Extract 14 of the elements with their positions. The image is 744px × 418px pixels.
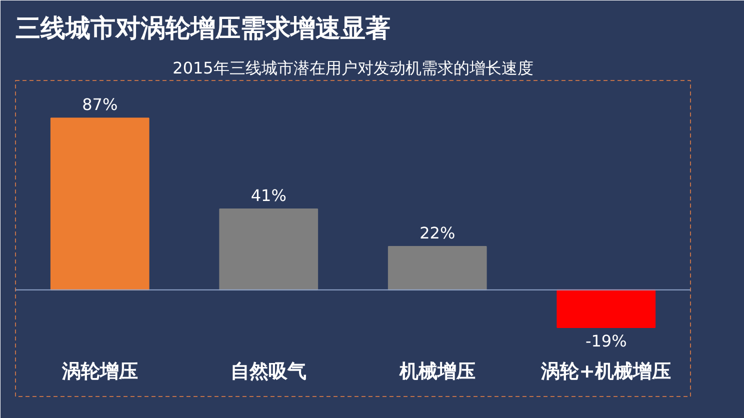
- chart-subtitle: 2015年三线城市潜在用户对发动机需求的增长速度: [172, 58, 534, 78]
- data-label: -19%: [585, 332, 627, 351]
- x-tick-label: 涡轮增压: [60, 360, 138, 382]
- data-label: 87%: [82, 94, 118, 114]
- bar: [556, 289, 656, 328]
- x-tick-label: 自然吸气: [230, 360, 307, 382]
- bar: [388, 246, 487, 290]
- x-tick-label: 机械增压: [398, 360, 476, 382]
- bar: [219, 208, 318, 290]
- data-label: 22%: [420, 223, 456, 242]
- chart-title: 三线城市对涡轮增压需求增速显著: [16, 14, 390, 42]
- x-tick-label: 涡轮+机械增压: [540, 360, 672, 382]
- data-label: 41%: [250, 186, 286, 205]
- bar: [50, 118, 150, 290]
